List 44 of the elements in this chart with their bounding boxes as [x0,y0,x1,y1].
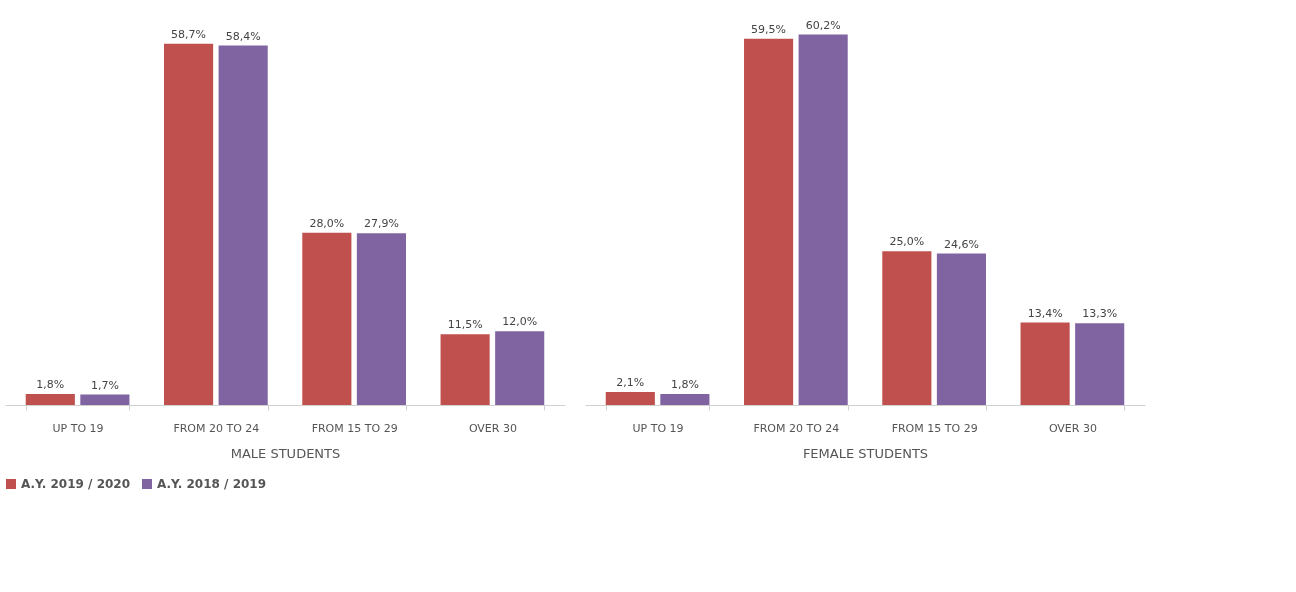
data-label: 27,9% [363,217,399,231]
data-label: 28,0% [309,216,345,230]
x-tick-label: FROM 20 TO 24 [173,421,260,435]
bar [495,331,545,405]
x-tick-label: FROM 15 TO 29 [311,421,398,435]
data-label: 13,4% [1027,306,1063,320]
bar [882,251,932,405]
x-tick-label: UP TO 19 [52,421,104,435]
bar [164,43,214,405]
bar [218,45,268,405]
x-tick-label: OVER 30 [1048,421,1097,435]
data-label: 13,3% [1082,307,1118,321]
bar [440,334,490,405]
bar [25,393,75,405]
data-label: 1,7% [90,378,119,392]
legend-label: A.Y. 2018 / 2019 [157,477,267,491]
data-label: 24,6% [943,237,979,251]
x-tick-label: OVER 30 [468,421,517,435]
x-axis-title: FEMALE STUDENTS [802,445,929,461]
x-tick-label: FROM 20 TO 24 [753,421,840,435]
bar [356,233,406,405]
data-label: 2,1% [616,376,645,390]
bar [605,392,655,405]
bar [1075,323,1125,405]
data-label: 1,8% [670,377,699,391]
data-label: 11,5% [447,318,483,332]
bar [936,253,986,405]
legend-label: A.Y. 2019 / 2020 [21,477,131,491]
bar [80,394,130,405]
x-axis-title: MALE STUDENTS [230,445,341,461]
data-label: 60,2% [805,18,841,32]
bar [744,38,794,405]
bar [1020,322,1070,405]
data-label: 58,4% [225,29,261,43]
data-label: 25,0% [889,235,925,249]
bar [302,232,352,405]
x-tick-label: FROM 15 TO 29 [891,421,978,435]
data-label: 12,0% [502,315,538,329]
bar [660,393,710,405]
x-tick-label: UP TO 19 [632,421,684,435]
data-label: 1,8% [36,377,65,391]
bar [798,34,848,405]
data-label: 59,5% [751,22,787,36]
data-label: 58,7% [171,27,207,41]
